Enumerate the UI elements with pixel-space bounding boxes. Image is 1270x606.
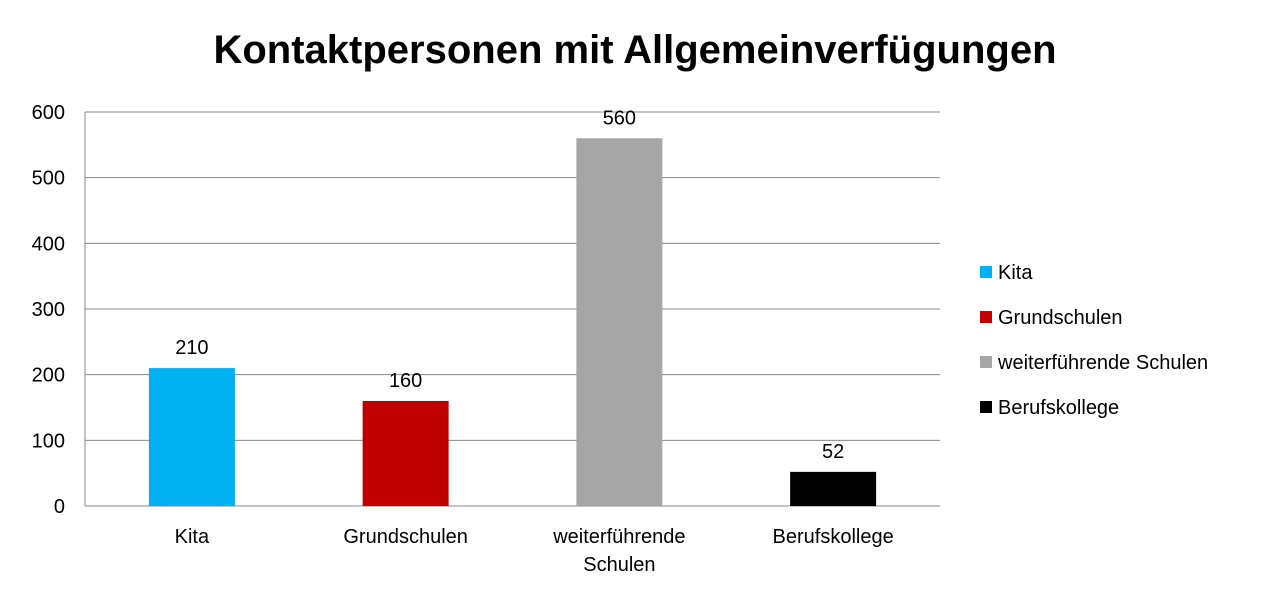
bar [576, 138, 663, 506]
legend-label: Berufskollege [998, 397, 1119, 419]
legend-label: weiterführende Schulen [997, 352, 1208, 374]
data-label: 160 [389, 370, 422, 392]
y-tick-label: 500 [32, 168, 65, 190]
bar [362, 400, 449, 506]
x-tick-label: Grundschulen [343, 526, 468, 548]
bar [790, 471, 877, 506]
y-tick-label: 400 [32, 233, 65, 255]
y-tick-label: 200 [32, 365, 65, 387]
x-tick-label: weiterführende [552, 526, 685, 548]
legend-label: Kita [998, 262, 1033, 284]
chart-title: Kontaktpersonen mit Allgemeinverfügungen [213, 28, 1057, 72]
x-tick-label: Kita [175, 526, 210, 548]
x-tick-label: Schulen [583, 554, 655, 576]
legend-label: Grundschulen [998, 307, 1123, 329]
y-tick-label: 0 [54, 496, 65, 518]
legend-swatch [980, 266, 992, 278]
y-tick-label: 600 [32, 102, 65, 124]
legend-swatch [980, 356, 992, 368]
data-label: 560 [603, 107, 636, 129]
legend-swatch [980, 311, 992, 323]
y-tick-label: 100 [32, 430, 65, 452]
x-tick-label: Berufskollege [773, 526, 894, 548]
data-label: 52 [822, 441, 844, 463]
bar [148, 368, 235, 506]
legend-swatch [980, 401, 992, 413]
data-label: 210 [175, 337, 208, 359]
y-tick-label: 300 [32, 299, 65, 321]
